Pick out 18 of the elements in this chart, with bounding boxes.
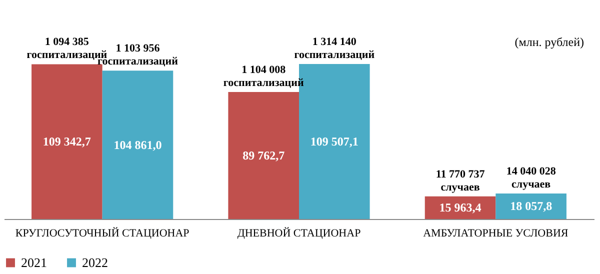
annotation: 11 770 737 случаев: [436, 168, 486, 194]
data-label: 89 762,7: [242, 148, 285, 162]
bar: [228, 92, 299, 219]
x-tick-label: КРУГЛОСУТОЧНЫЙ СТАЦИОНАР: [15, 226, 190, 240]
legend-label: 2022: [82, 254, 108, 270]
bar: [102, 70, 174, 219]
data-label: 109 342,7: [42, 134, 91, 149]
text: (млн. рублей): [514, 35, 584, 49]
x-tick-label: АМБУЛАТОРНЫЕ УСЛОВИЯ: [423, 228, 569, 240]
bar: [496, 193, 566, 219]
annotation: 14 040 028 случаев: [506, 165, 556, 190]
annotation: 1 314 140 госпитализаций: [294, 36, 376, 61]
x-tick-label: ДНЕВНОЙ СТАЦИОНАР: [237, 226, 361, 240]
legend-label: 2021: [21, 254, 47, 270]
data-label: 109 507,1: [310, 134, 358, 148]
data-label: 15 963,4: [439, 200, 482, 215]
data-label: 104 861,0: [114, 138, 162, 152]
data-label: 18 057,8: [510, 199, 552, 214]
